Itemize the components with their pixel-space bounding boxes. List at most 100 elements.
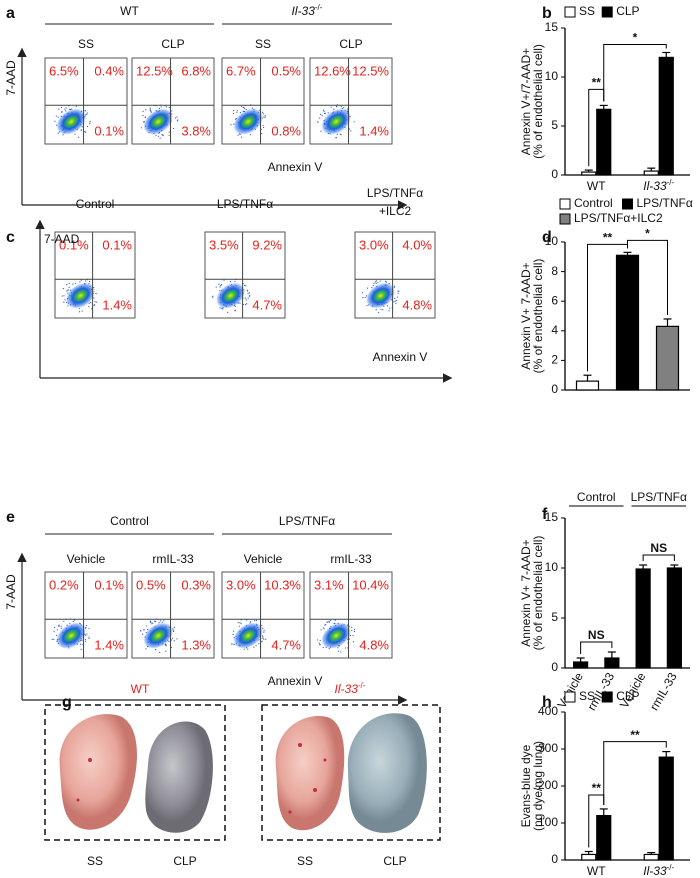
cell-dot: [323, 628, 325, 630]
y-tick-label: 10: [545, 234, 559, 248]
cell-dot: [63, 295, 65, 297]
cell-dot: [56, 634, 58, 636]
group-header: WT: [120, 4, 139, 18]
flow-plot: 0.1% 0.1% 1.4%: [54, 231, 136, 319]
quadrant-percent: 1.4%: [94, 637, 124, 652]
quadrant-percent: 1.4%: [102, 297, 132, 312]
cell-dot: [155, 134, 157, 136]
cell-dot: [237, 621, 239, 624]
cell-dot: [168, 134, 170, 136]
bar: [604, 657, 620, 669]
cell-dot: [58, 625, 60, 627]
legend-label: Control: [574, 196, 613, 210]
cell-dot: [325, 623, 327, 626]
cell-dot: [57, 116, 59, 118]
cell-dot: [351, 626, 353, 628]
cell-dot: [326, 621, 328, 623]
quadrant-percent: 0.4%: [94, 63, 124, 78]
cell-dot: [236, 110, 238, 112]
cell-dot: [261, 640, 263, 642]
cell-dot: [350, 130, 352, 132]
cell-dot: [220, 285, 222, 287]
cell-dot: [250, 621, 252, 623]
quadrant-percent: 0.1%: [59, 237, 89, 252]
cell-dot: [177, 119, 179, 121]
cell-dot: [168, 131, 170, 133]
cell-dot: [319, 113, 322, 116]
legend-label: LPS/TNFα: [637, 196, 693, 210]
cell-dot: [261, 624, 263, 627]
cell-dot: [262, 124, 264, 127]
bar: [658, 56, 674, 176]
cell-dot: [72, 283, 74, 285]
quadrant-percent: 0.1%: [102, 237, 132, 252]
cell-dot: [316, 639, 318, 641]
cell-dot: [265, 638, 267, 640]
flow-plot: 12.6% 12.5% 1.4%: [309, 57, 393, 145]
cell-dot: [386, 305, 389, 307]
cell-density: [321, 622, 352, 649]
cell-dot: [232, 633, 234, 636]
cell-dot: [396, 299, 398, 302]
cell-dot: [157, 135, 160, 137]
cell-dot: [64, 299, 66, 301]
cell-dot: [330, 619, 332, 622]
quadrant-percent: 10.3%: [264, 577, 301, 592]
cell-dot: [80, 129, 82, 131]
bar: [643, 170, 659, 176]
cell-dot: [84, 280, 86, 282]
cell-dot: [63, 620, 65, 622]
cell-density: [56, 108, 87, 135]
cell-dot: [388, 310, 390, 312]
cell-dot: [262, 113, 264, 115]
cell-dot: [170, 646, 172, 649]
cell-dot: [323, 112, 326, 115]
cell-dot: [242, 106, 244, 109]
cell-dot: [247, 297, 249, 299]
cell-dot: [78, 308, 80, 310]
x-tick-label: Il-33-/-: [643, 863, 674, 878]
cell-dot: [397, 290, 399, 292]
cell-dot: [143, 629, 145, 631]
quadrant-percent: 12.6%: [314, 63, 351, 78]
cell-density: [56, 622, 87, 649]
y-axis-title: (% of endothelial cell): [531, 259, 545, 374]
legend-swatch: [564, 691, 576, 703]
cell-dot: [232, 110, 235, 112]
quadrant-percent: 0.8%: [271, 123, 301, 138]
cell-dot: [240, 136, 243, 138]
cell-dot: [236, 111, 238, 113]
cell-dot: [351, 629, 353, 632]
cell-dot: [318, 642, 320, 644]
condition-label: CLP: [339, 37, 362, 51]
legend-label: CLP: [616, 689, 639, 703]
cell-dot: [319, 639, 321, 642]
cell-dot: [85, 624, 88, 627]
cell-dot: [263, 638, 265, 640]
cell-density: [143, 108, 174, 135]
quadrant-percent: 3.5%: [209, 237, 239, 252]
cell-dot: [77, 136, 80, 138]
cell-dot: [348, 128, 350, 130]
significance-bracket: [580, 641, 613, 654]
cell-dot: [65, 107, 67, 109]
significance-bracket: [642, 554, 675, 561]
quadrant-percent: 6.5%: [49, 63, 79, 78]
cell-dot: [68, 282, 70, 285]
cell-dot: [142, 121, 145, 123]
cell-dot: [233, 630, 235, 632]
legend-swatch: [564, 6, 576, 18]
bar: [666, 567, 682, 669]
quadrant-percent: 3.1%: [314, 577, 344, 592]
cell-dot: [53, 631, 55, 633]
group-label: LPS/TNFα: [631, 490, 687, 504]
cell-dot: [62, 287, 64, 290]
cell-dot: [58, 108, 60, 110]
quadrant-percent: 0.1%: [94, 577, 124, 592]
photo-label: WT: [131, 682, 150, 696]
cell-dot: [95, 292, 97, 295]
cell-dot: [151, 623, 153, 625]
bar: [655, 325, 680, 391]
significance-label: NS: [588, 628, 605, 642]
significance-label: **: [592, 781, 602, 795]
